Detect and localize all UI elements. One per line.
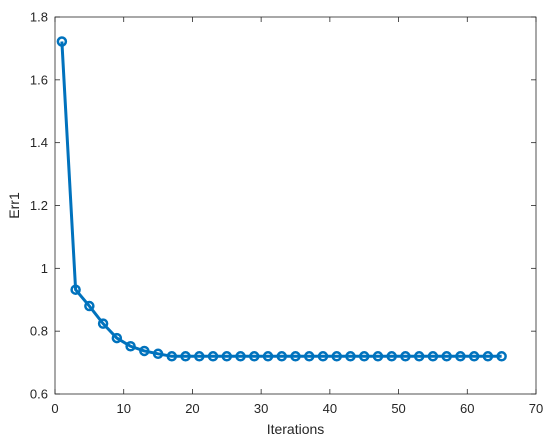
y-tick-label: 1.2 [30, 198, 48, 213]
series-layer [56, 36, 507, 362]
data-point [70, 284, 81, 295]
data-point [372, 351, 384, 362]
x-tick-label: 60 [460, 401, 474, 416]
data-point [441, 351, 452, 362]
data-point [56, 36, 68, 47]
x-tick-label: 30 [254, 401, 268, 416]
data-point [400, 351, 411, 362]
data-point [496, 351, 507, 362]
data-point [139, 345, 150, 357]
data-point [235, 351, 246, 362]
data-point [290, 351, 301, 362]
y-axis-label: Err1 [6, 192, 22, 219]
data-point [386, 351, 397, 362]
data-point [207, 351, 219, 362]
x-axis-label: Iterations [267, 421, 325, 437]
data-point [125, 341, 136, 352]
data-point [345, 351, 356, 362]
data-point [303, 351, 315, 362]
data-point [482, 351, 494, 362]
x-tick-label: 10 [116, 401, 130, 416]
data-point [166, 351, 178, 362]
y-tick-label: 0.6 [30, 387, 48, 402]
plot-frame [54, 16, 537, 395]
data-point [97, 318, 109, 329]
tick-layer: 0 10 20 30 40 50 60 70 0.6 0.8 1 1.2 1.4 1.6 1.8 [30, 10, 543, 417]
x-tick-label: 20 [185, 401, 199, 416]
x-tick-label: 50 [391, 401, 405, 416]
x-tick-label: 70 [529, 401, 543, 416]
data-point [221, 351, 233, 362]
x-tick-label: 0 [51, 401, 58, 416]
y-tick-label: 1.6 [30, 72, 48, 87]
y-tick-label: 1.4 [30, 135, 48, 150]
y-tick-label: 1 [41, 261, 48, 276]
data-point [317, 351, 329, 362]
data-point [455, 351, 466, 362]
data-point [276, 351, 288, 362]
data-point [194, 351, 205, 362]
data-point [331, 351, 342, 362]
data-point [180, 351, 191, 362]
y-tick-label: 0.8 [30, 324, 48, 339]
data-point [358, 351, 370, 362]
data-point [111, 332, 123, 344]
data-point [413, 351, 425, 362]
data-point [262, 351, 274, 362]
data-point [468, 351, 480, 362]
y-tick-label: 1.8 [30, 10, 48, 25]
data-point [84, 300, 95, 312]
plot-area [55, 17, 536, 394]
data-point [249, 351, 260, 362]
data-point [152, 348, 164, 360]
x-tick-label: 40 [323, 401, 337, 416]
data-point [427, 351, 439, 362]
